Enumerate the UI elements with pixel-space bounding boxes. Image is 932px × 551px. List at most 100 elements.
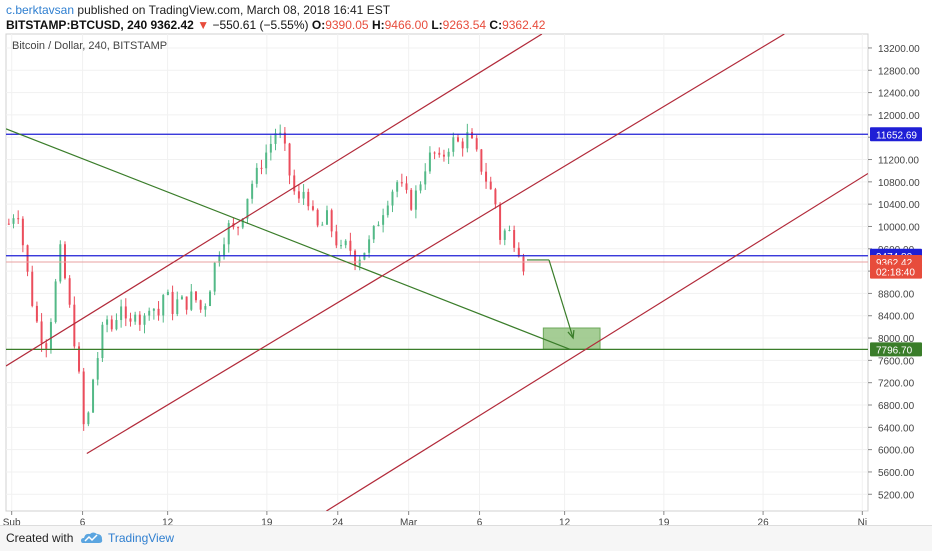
candle-body <box>265 152 268 169</box>
channel-upper <box>6 34 543 367</box>
candle-body <box>129 318 132 322</box>
candle-body <box>405 183 408 190</box>
y-tick-label: 6000.00 <box>878 446 915 457</box>
low-value: 9263.54 <box>442 18 487 32</box>
candle-body <box>213 262 216 292</box>
candle-body <box>480 149 483 172</box>
y-tick-label: 5600.00 <box>878 468 915 479</box>
high-value: 9466.00 <box>384 18 428 32</box>
time-axis[interactable]: Şub 6 12 19 24 Mar 6 12 19 26 Ni <box>3 511 867 525</box>
footer: Created with TradingView <box>0 525 932 551</box>
candle-body <box>218 255 221 263</box>
candle-body <box>251 183 254 199</box>
publish-info: c.berktavsan published on TradingView.co… <box>6 3 390 17</box>
candle-body <box>311 206 314 210</box>
y-tick-label: 7200.00 <box>878 379 915 390</box>
y-tick-label: 13200.00 <box>878 44 920 55</box>
candle-body <box>143 315 146 325</box>
candle-body <box>87 412 90 425</box>
tradingview-cloud-icon <box>81 532 103 543</box>
candle-body <box>260 167 263 169</box>
down-arrow-icon: ▼ <box>197 18 210 32</box>
candle-body <box>194 291 197 301</box>
candle-body <box>344 240 347 246</box>
candle-body <box>148 310 151 316</box>
tradingview-brand[interactable]: TradingView <box>108 531 175 545</box>
low-label: L: <box>431 18 443 32</box>
candle-body <box>49 322 52 349</box>
candle-body <box>166 291 169 296</box>
ohlc-summary: BITSTAMP:BTCUSD, 240 9362.42 ▼ −550.61 (… <box>6 18 545 32</box>
candles <box>7 123 525 431</box>
y-tick-label: 10000.00 <box>878 222 920 233</box>
projection-arrow-line <box>548 259 574 339</box>
candle-body <box>157 308 160 316</box>
candle-body <box>316 209 319 226</box>
resistance-label-bg <box>870 127 922 142</box>
candle-body <box>475 138 478 150</box>
countdown-label-bg <box>870 264 922 279</box>
y-tick-label: 8000.00 <box>878 334 915 345</box>
candle-body <box>447 151 450 157</box>
x-tick-label: 6 <box>477 517 483 525</box>
candle-body <box>31 271 34 306</box>
candle-body <box>138 314 141 325</box>
candle-body <box>227 223 230 245</box>
candle-body <box>400 182 403 184</box>
symbol-label: BITSTAMP:BTCUSD, 240 <box>6 18 148 32</box>
candle-body <box>279 132 282 134</box>
candle-body <box>7 223 10 225</box>
candle-body <box>368 239 371 253</box>
candle-body <box>354 250 357 266</box>
target-label: 7796.70 <box>876 345 913 356</box>
x-tick-label: 6 <box>80 517 86 525</box>
candle-body <box>410 189 413 210</box>
high-label: H: <box>371 18 385 32</box>
price-change: −550.61 (−5.55%) <box>212 18 309 32</box>
countdown-label: 02:18:40 <box>876 268 915 279</box>
candle-body <box>283 132 286 144</box>
projection-arrowhead-icon <box>567 330 575 340</box>
plot-area[interactable] <box>5 33 869 512</box>
x-tick-label: 12 <box>559 517 571 525</box>
candle-body <box>63 244 66 279</box>
candle-body <box>26 245 29 272</box>
projection-arrow-group <box>527 259 575 340</box>
candle-body <box>241 218 244 228</box>
candle-body <box>386 205 389 216</box>
x-tick-label: 26 <box>758 517 770 525</box>
y-tick-label: 6400.00 <box>878 423 915 434</box>
candle-body <box>92 379 95 413</box>
open-label: O: <box>311 18 326 32</box>
price-chart[interactable]: 5200.00 5600.00 6000.00 6400.00 6800.00 7200.… <box>0 0 932 525</box>
candle-body <box>120 306 123 321</box>
candle-body <box>162 295 165 316</box>
candle-body <box>45 343 48 349</box>
candle-body <box>21 218 24 246</box>
candle-body <box>513 229 516 248</box>
candle-body <box>40 321 43 344</box>
x-tick-label: 24 <box>332 517 344 525</box>
x-tick-label: 12 <box>162 517 174 525</box>
candle-body <box>223 244 226 256</box>
candle-body <box>237 227 240 229</box>
author-link[interactable]: c.berktavsan <box>6 3 75 17</box>
candle-body <box>442 154 445 157</box>
candle-body <box>246 198 249 219</box>
candle-body <box>382 215 385 225</box>
horizontal-lines <box>6 133 868 350</box>
candle-body <box>180 296 183 300</box>
x-tick-label: Mar <box>400 517 418 525</box>
y-tick-label: 8800.00 <box>878 289 915 300</box>
candle-body <box>302 191 305 199</box>
candle-body <box>78 346 81 372</box>
published-text: published on TradingView.com, March 08, … <box>77 3 391 17</box>
y-tick-label: 10800.00 <box>878 178 920 189</box>
candle-body <box>152 308 155 311</box>
x-tick-label: Ni <box>858 517 867 525</box>
candle-body <box>452 137 455 152</box>
candle-body <box>255 167 258 184</box>
candle-body <box>297 191 300 199</box>
candle-body <box>190 291 193 310</box>
